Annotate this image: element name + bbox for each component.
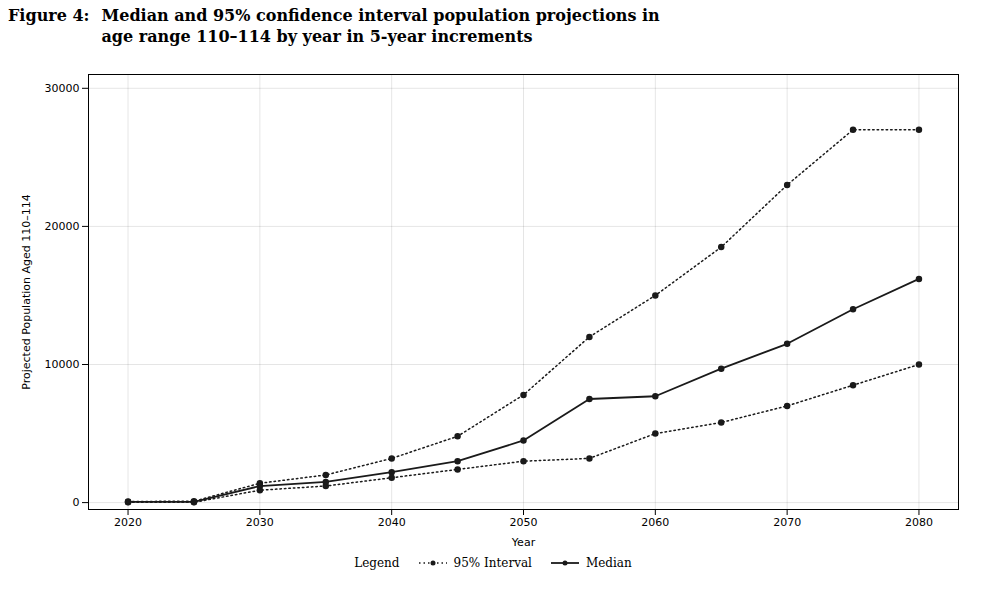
html-text:Legend: Legend	[354, 555, 400, 570]
svg-text:30000: 30000	[45, 81, 80, 94]
html-text:Figure 4:: Figure 4:	[8, 6, 90, 25]
svg-text:2060: 2060	[641, 516, 669, 529]
svg-text:Projected Population Aged 110–: Projected Population Aged 110–114	[20, 194, 33, 389]
html-text:95% Interval: 95% Interval	[453, 555, 532, 570]
svg-text:2080: 2080	[905, 516, 933, 529]
svg-text:2050: 2050	[510, 516, 538, 529]
svg-text:Year: Year	[511, 535, 536, 548]
svg-text:2070: 2070	[773, 516, 801, 529]
svg-text:2040: 2040	[378, 516, 406, 529]
svg-text:20000: 20000	[45, 220, 80, 233]
svg-text:0: 0	[73, 496, 80, 509]
html-text:Median and 95% confidence inte: Median and 95% confidence interval popul…	[101, 6, 660, 46]
svg-text:2020: 2020	[114, 516, 142, 529]
html-text:Median: Median	[585, 555, 632, 570]
svg-text:2030: 2030	[246, 516, 274, 529]
svg-text:10000: 10000	[45, 358, 80, 371]
